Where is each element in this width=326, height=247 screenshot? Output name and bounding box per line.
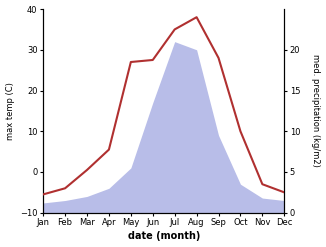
Y-axis label: max temp (C): max temp (C) — [6, 82, 15, 140]
Y-axis label: med. precipitation (kg/m2): med. precipitation (kg/m2) — [311, 54, 320, 167]
X-axis label: date (month): date (month) — [127, 231, 200, 242]
